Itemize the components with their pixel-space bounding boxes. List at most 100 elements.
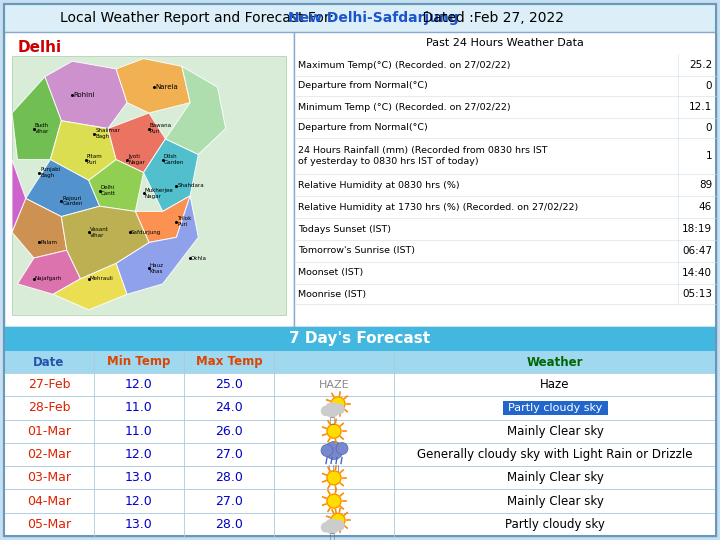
Circle shape [325,442,343,460]
FancyBboxPatch shape [4,4,716,32]
Text: 06:47: 06:47 [682,246,712,256]
FancyBboxPatch shape [4,327,716,351]
Circle shape [331,397,345,411]
Polygon shape [143,139,198,211]
Text: Mainly Clear sky: Mainly Clear sky [507,425,603,438]
Text: 27.0: 27.0 [215,448,243,461]
FancyBboxPatch shape [294,32,716,327]
Polygon shape [135,196,190,242]
Text: HAZE: HAZE [319,380,349,390]
Circle shape [327,494,341,508]
Text: Departure from Normal(°C): Departure from Normal(°C) [298,82,428,91]
Text: Weather: Weather [527,355,583,368]
Polygon shape [53,263,127,310]
Text: Minimum Temp (°C) (Recorded. on 27/02/22): Minimum Temp (°C) (Recorded. on 27/02/22… [298,103,510,111]
Text: 27-Feb: 27-Feb [28,378,71,391]
Text: Narela: Narela [156,84,179,90]
Text: 人: 人 [330,533,335,540]
FancyBboxPatch shape [4,420,716,443]
Text: 03-Mar: 03-Mar [27,471,71,484]
Polygon shape [12,160,26,232]
Text: Palam: Palam [40,240,58,245]
Text: 28.0: 28.0 [215,518,243,531]
Text: Bawana
Puri: Bawana Puri [150,123,172,134]
Text: Jyoti
Nagar: Jyoti Nagar [128,154,145,165]
Text: 05-Mar: 05-Mar [27,518,71,531]
Text: 04-Mar: 04-Mar [27,495,71,508]
FancyBboxPatch shape [4,396,716,420]
Text: Delhi
Cantt: Delhi Cantt [101,185,116,196]
Text: Date: Date [33,355,65,368]
Text: Delhi: Delhi [18,40,62,56]
Text: 11.0: 11.0 [125,425,153,438]
Text: 18:19: 18:19 [682,224,712,234]
Circle shape [327,471,341,485]
Text: Moonrise (IST): Moonrise (IST) [298,289,366,299]
Polygon shape [45,61,127,129]
FancyBboxPatch shape [4,512,716,536]
Text: Partly cloudy sky: Partly cloudy sky [508,403,602,413]
Circle shape [321,444,333,456]
Text: Departure from Normal(°C): Departure from Normal(°C) [298,124,428,132]
Polygon shape [26,160,99,217]
Text: Moonset (IST): Moonset (IST) [298,268,364,278]
Text: Vasant
Vihar: Vasant Vihar [90,227,109,238]
Text: 12.0: 12.0 [125,378,153,391]
Text: Rajouri
Garden: Rajouri Garden [63,195,83,206]
Text: 01-Mar: 01-Mar [27,425,71,438]
FancyBboxPatch shape [4,351,716,373]
Text: 27.0: 27.0 [215,495,243,508]
Text: Haze: Haze [540,378,570,391]
Text: Mukherjee
Nagar: Mukherjee Nagar [145,188,174,199]
Text: 12.0: 12.0 [125,448,153,461]
Text: 0: 0 [706,81,712,91]
Text: Trilok
Puri: Trilok Puri [177,217,192,227]
Text: Dated :Feb 27, 2022: Dated :Feb 27, 2022 [405,11,564,25]
Text: 12.1: 12.1 [689,102,712,112]
Text: Relative Humidity at 1730 hrs (%) (Recorded. on 27/02/22): Relative Humidity at 1730 hrs (%) (Recor… [298,202,578,212]
Text: | | |: | | | [328,465,340,472]
Text: Tomorrow's Sunrise (IST): Tomorrow's Sunrise (IST) [298,246,415,255]
Text: 0: 0 [706,123,712,133]
Circle shape [327,424,341,438]
Text: Mainly Clear sky: Mainly Clear sky [507,471,603,484]
Text: 14:40: 14:40 [682,268,712,278]
Circle shape [325,403,339,417]
Text: 26.0: 26.0 [215,425,243,438]
Polygon shape [89,160,143,211]
Circle shape [336,442,348,455]
Text: 13.0: 13.0 [125,471,153,484]
Text: 25.0: 25.0 [215,378,243,391]
Text: 7 Day's Forecast: 7 Day's Forecast [289,332,431,347]
Circle shape [334,521,344,530]
Text: Budh
Vihar: Budh Vihar [35,123,49,134]
Text: 89: 89 [698,180,712,190]
Text: 1: 1 [706,151,712,161]
Text: 人: 人 [330,416,335,426]
Text: Rohini: Rohini [73,92,95,98]
Text: Max Temp: Max Temp [196,355,262,368]
Text: Shalimar
Bagh: Shalimar Bagh [95,129,120,139]
Text: Mehrauli: Mehrauli [90,276,114,281]
Text: Pitam
Puri: Pitam Puri [87,154,103,165]
Text: Mainly Clear sky: Mainly Clear sky [507,495,603,508]
Text: Relative Humidity at 0830 hrs (%): Relative Humidity at 0830 hrs (%) [298,180,459,190]
Text: New Delhi-Safdarjung: New Delhi-Safdarjung [288,11,459,25]
FancyBboxPatch shape [4,489,716,512]
Text: Min Temp: Min Temp [107,355,171,368]
Text: Local Weather Report and Forecast For:: Local Weather Report and Forecast For: [60,11,338,25]
Text: Hauz
Khas: Hauz Khas [150,263,164,274]
FancyBboxPatch shape [4,373,716,396]
Text: Maximum Temp(°C) (Recorded. on 27/02/22): Maximum Temp(°C) (Recorded. on 27/02/22) [298,60,510,70]
Text: 11.0: 11.0 [125,401,153,414]
Polygon shape [12,198,67,258]
FancyBboxPatch shape [12,56,286,315]
FancyBboxPatch shape [4,4,716,536]
Text: 12.0: 12.0 [125,495,153,508]
FancyBboxPatch shape [4,327,716,536]
Polygon shape [116,58,190,113]
Text: 24.0: 24.0 [215,401,243,414]
Polygon shape [17,250,81,294]
Text: 28-Feb: 28-Feb [28,401,71,414]
Text: Dilsh
Garden: Dilsh Garden [163,154,184,165]
